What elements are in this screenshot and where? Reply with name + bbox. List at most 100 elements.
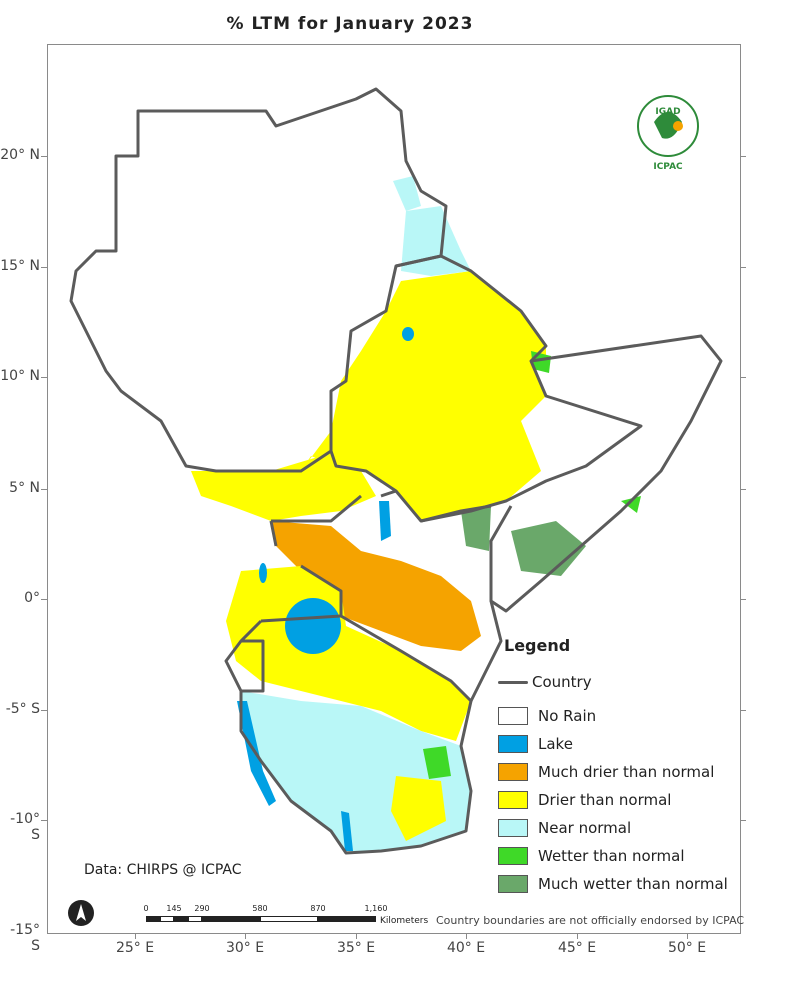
region-tanzania-drier (391, 776, 446, 841)
legend-item: Near normal (498, 818, 631, 838)
legend-item: No Rain (498, 706, 596, 726)
lat-label-15s: -15° S (10, 922, 40, 954)
boundary-tanzania (224, 619, 473, 855)
lon-label-25e: 25° E (115, 940, 155, 956)
tick (245, 933, 246, 939)
legend-label-country: Country (532, 673, 592, 691)
tick (740, 599, 746, 600)
boundary-kenya (340, 489, 503, 703)
lake-tana (402, 327, 414, 341)
tick (356, 933, 357, 939)
tick (41, 267, 47, 268)
legend-item: Wetter than normal (498, 846, 685, 866)
legend-label: Wetter than normal (538, 847, 685, 865)
legend-swatch (498, 763, 528, 781)
legend-item: Lake (498, 734, 573, 754)
scale-label: 0 (143, 904, 149, 913)
region-much-wetter-2 (511, 521, 586, 576)
tick (41, 489, 47, 490)
lake-albert (259, 563, 267, 583)
legend-label: Much wetter than normal (538, 875, 728, 893)
lat-label-5n: 5° N (9, 480, 40, 496)
lon-label-35e: 35° E (336, 940, 376, 956)
scale-segment (202, 916, 260, 922)
lon-label-40e: 40° E (446, 940, 486, 956)
country-line-swatch (498, 680, 528, 684)
region-drier-central (226, 566, 471, 741)
region-eritrea (401, 206, 471, 276)
tick (466, 933, 467, 939)
scale-segment (188, 916, 202, 922)
boundary-somalia (489, 334, 723, 613)
lon-label-50e: 50° E (667, 940, 707, 956)
legend-swatch (498, 875, 528, 893)
legend-label: Lake (538, 735, 573, 753)
scale-segment (318, 916, 376, 922)
tick (740, 156, 746, 157)
legend-swatch (498, 735, 528, 753)
tick (740, 377, 746, 378)
tick (41, 599, 47, 600)
region-drier-north (301, 271, 546, 521)
tick (41, 710, 47, 711)
map-canvas (69, 87, 723, 855)
lon-label-30e: 30° E (225, 940, 265, 956)
legend-label: Drier than normal (538, 791, 672, 809)
scale-segment (174, 916, 188, 922)
tick (740, 710, 746, 711)
legend-label: Much drier than normal (538, 763, 715, 781)
scale-segment (146, 916, 160, 922)
legend-swatch (498, 847, 528, 865)
lon-label-45e: 45° E (557, 940, 597, 956)
lat-label-10s: -10° S (10, 811, 40, 843)
legend-title: Legend (504, 636, 571, 655)
lat-label-20n: 20° N (0, 147, 40, 163)
data-credit: Data: CHIRPS @ ICPAC (84, 862, 242, 878)
lat-label-10n: 10° N (0, 368, 40, 384)
scale-segment (160, 916, 174, 922)
tick (687, 933, 688, 939)
country-boundaries (69, 87, 723, 855)
logo-ring (637, 95, 699, 157)
logo-bottom-text: ICPAC (653, 162, 683, 172)
logo-map-icon (654, 112, 682, 139)
region-sudan (71, 89, 446, 471)
boundary-disclaimer: Country boundaries are not officially en… (436, 914, 745, 927)
legend-item: Much wetter than normal (498, 874, 728, 894)
region-much-wetter-1 (461, 506, 491, 551)
boundary-rwanda-burundi (241, 639, 265, 693)
tick (740, 820, 746, 821)
logo-sun-icon (673, 121, 683, 131)
logo-top-text: IGAD (655, 107, 680, 117)
scale-label: 145 (166, 904, 182, 913)
lake-malawi (341, 811, 353, 851)
tick (41, 156, 47, 157)
tick (577, 933, 578, 939)
map-frame (47, 44, 741, 934)
boundary-uganda-south-sudan (260, 494, 362, 623)
tick (740, 489, 746, 490)
legend-swatch (498, 819, 528, 837)
lake-turkana (379, 501, 391, 541)
scale-label: 290 (194, 904, 210, 913)
region-sudan-nearnormal (393, 176, 421, 211)
legend-item: Drier than normal (498, 790, 671, 810)
map-title: % LTM for January 2023 (226, 14, 474, 34)
north-arrow-icon (68, 900, 94, 926)
lat-label-0: 0° (24, 590, 40, 606)
region-wetter-3 (621, 496, 641, 513)
north-arrow-glyph (76, 904, 86, 921)
region-wetter-1 (423, 746, 451, 779)
tick (41, 377, 47, 378)
scale-label: 870 (310, 904, 326, 913)
legend-item: Much drier than normal (498, 762, 714, 782)
lat-label-15n: 15° N (0, 258, 40, 274)
scale-segment (260, 916, 318, 922)
legend-label: No Rain (538, 707, 597, 725)
igad-icpac-logo: IGAD ICPAC (637, 95, 699, 172)
tick (740, 267, 746, 268)
legend-swatch (498, 791, 528, 809)
legend-swatch (498, 707, 528, 725)
legend-label: Near normal (538, 819, 632, 837)
tick (41, 820, 47, 821)
